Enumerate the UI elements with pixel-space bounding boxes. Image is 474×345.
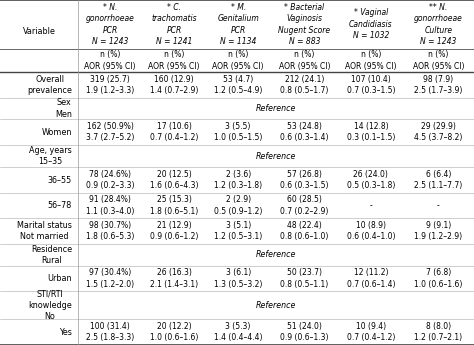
Text: 3 (6.1)
1.3 (0.5–3.2): 3 (6.1) 1.3 (0.5–3.2) — [214, 268, 263, 289]
Text: 25 (15.3)
1.8 (0.6–5.1): 25 (15.3) 1.8 (0.6–5.1) — [150, 196, 198, 216]
Text: 212 (24.1)
0.8 (0.5–1.7): 212 (24.1) 0.8 (0.5–1.7) — [280, 75, 329, 95]
Text: Age, years
15–35: Age, years 15–35 — [29, 146, 72, 166]
Text: Residence
Rural: Residence Rural — [31, 245, 72, 265]
Text: 12 (11.2)
0.7 (0.6–1.4): 12 (11.2) 0.7 (0.6–1.4) — [346, 268, 395, 289]
Text: 3 (5.5)
1.0 (0.5–1.5): 3 (5.5) 1.0 (0.5–1.5) — [214, 122, 263, 142]
Text: -: - — [370, 201, 372, 210]
Text: 10 (9.4)
0.7 (0.4–1.2): 10 (9.4) 0.7 (0.4–1.2) — [346, 322, 395, 343]
Text: 14 (12.8)
0.3 (0.1–1.5): 14 (12.8) 0.3 (0.1–1.5) — [346, 122, 395, 142]
Text: 21 (12.9)
0.9 (0.6–1.2): 21 (12.9) 0.9 (0.6–1.2) — [150, 221, 199, 242]
Text: n (%)
AOR (95% CI): n (%) AOR (95% CI) — [279, 50, 330, 71]
Text: n (%)
AOR (95% CI): n (%) AOR (95% CI) — [413, 50, 464, 71]
Text: 162 (50.9%)
3.7 (2.7–5.2): 162 (50.9%) 3.7 (2.7–5.2) — [86, 122, 135, 142]
Text: Overall
prevalence: Overall prevalence — [27, 75, 72, 95]
Text: 6 (6.4)
2.5 (1.1–7.7): 6 (6.4) 2.5 (1.1–7.7) — [414, 170, 463, 190]
Text: Sex
Men: Sex Men — [55, 98, 72, 119]
Text: 98 (7.9)
2.5 (1.7–3.9): 98 (7.9) 2.5 (1.7–3.9) — [414, 75, 463, 95]
Text: * N.
gonorrhoeae
PCR
N = 1243: * N. gonorrhoeae PCR N = 1243 — [86, 3, 135, 46]
Text: n (%)
AOR (95% CI): n (%) AOR (95% CI) — [148, 50, 200, 71]
Text: -: - — [437, 201, 440, 210]
Text: 20 (12.2)
1.0 (0.6–1.6): 20 (12.2) 1.0 (0.6–1.6) — [150, 322, 199, 343]
Text: 51 (24.0)
0.9 (0.6–1.3): 51 (24.0) 0.9 (0.6–1.3) — [280, 322, 329, 343]
Text: 97 (30.4%)
1.5 (1.2–2.0): 97 (30.4%) 1.5 (1.2–2.0) — [86, 268, 134, 289]
Text: 48 (22.4)
0.8 (0.6–1.0): 48 (22.4) 0.8 (0.6–1.0) — [280, 221, 329, 242]
Text: 50 (23.7)
0.8 (0.5–1.1): 50 (23.7) 0.8 (0.5–1.1) — [281, 268, 328, 289]
Text: 53 (4.7)
1.2 (0.5–4.9): 53 (4.7) 1.2 (0.5–4.9) — [214, 75, 263, 95]
Text: * Bacterial
Vaginosis
Nugent Score
N = 883: * Bacterial Vaginosis Nugent Score N = 8… — [279, 3, 330, 46]
Text: 56–78: 56–78 — [48, 201, 72, 210]
Text: 2 (2.9)
0.5 (0.9–1.2): 2 (2.9) 0.5 (0.9–1.2) — [214, 196, 263, 216]
Text: 29 (29.9)
4.5 (3.7–8.2): 29 (29.9) 4.5 (3.7–8.2) — [414, 122, 463, 142]
Text: n (%)
AOR (95% CI): n (%) AOR (95% CI) — [212, 50, 264, 71]
Text: 100 (31.4)
2.5 (1.8–3.3): 100 (31.4) 2.5 (1.8–3.3) — [86, 322, 134, 343]
Text: Marital status
Not married: Marital status Not married — [17, 221, 72, 242]
Text: 20 (12.5)
1.6 (0.6–4.3): 20 (12.5) 1.6 (0.6–4.3) — [150, 170, 199, 190]
Text: Variable: Variable — [23, 27, 55, 36]
Text: Reference: Reference — [256, 250, 296, 259]
Text: n (%)
AOR (95% CI): n (%) AOR (95% CI) — [84, 50, 136, 71]
Text: Reference: Reference — [256, 104, 296, 113]
Text: ** N.
gonorrhoeae
Culture
N = 1243: ** N. gonorrhoeae Culture N = 1243 — [414, 3, 463, 46]
Text: Women: Women — [42, 128, 72, 137]
Text: Reference: Reference — [256, 301, 296, 310]
Text: 160 (12.9)
1.4 (0.7–2.9): 160 (12.9) 1.4 (0.7–2.9) — [150, 75, 199, 95]
Text: 7 (6.8)
1.0 (0.6–1.6): 7 (6.8) 1.0 (0.6–1.6) — [414, 268, 463, 289]
Text: 17 (10.6)
0.7 (0.4–1.2): 17 (10.6) 0.7 (0.4–1.2) — [150, 122, 199, 142]
Text: 3 (5.1)
1.2 (0.5–3.1): 3 (5.1) 1.2 (0.5–3.1) — [214, 221, 262, 242]
Text: 107 (10.4)
0.7 (0.3–1.5): 107 (10.4) 0.7 (0.3–1.5) — [346, 75, 395, 95]
Text: 319 (25.7)
1.9 (1.2–3.3): 319 (25.7) 1.9 (1.2–3.3) — [86, 75, 134, 95]
Text: 8 (8.0)
1.2 (0.7–2.1): 8 (8.0) 1.2 (0.7–2.1) — [414, 322, 463, 343]
Text: * M.
Genitalium
PCR
N = 1134: * M. Genitalium PCR N = 1134 — [217, 3, 259, 46]
Text: 26 (24.0)
0.5 (0.3–1.8): 26 (24.0) 0.5 (0.3–1.8) — [346, 170, 395, 190]
Text: n (%)
AOR (95% CI): n (%) AOR (95% CI) — [345, 50, 397, 71]
Text: * Vaginal
Candidiasis
N = 1032: * Vaginal Candidiasis N = 1032 — [349, 8, 393, 40]
Text: 36–55: 36–55 — [48, 176, 72, 185]
Text: 60 (28.5)
0.7 (0.2–2.9): 60 (28.5) 0.7 (0.2–2.9) — [280, 196, 329, 216]
Text: Urban: Urban — [47, 274, 72, 283]
Text: 78 (24.6%)
0.9 (0.2–3.3): 78 (24.6%) 0.9 (0.2–3.3) — [86, 170, 135, 190]
Text: 2 (3.6)
1.2 (0.3–1.8): 2 (3.6) 1.2 (0.3–1.8) — [214, 170, 262, 190]
Text: Reference: Reference — [256, 152, 296, 161]
Text: 9 (9.1)
1.9 (1.2–2.9): 9 (9.1) 1.9 (1.2–2.9) — [414, 221, 463, 242]
Text: 10 (8.9)
0.6 (0.4–1.0): 10 (8.9) 0.6 (0.4–1.0) — [346, 221, 395, 242]
Text: 91 (28.4%)
1.1 (0.3–4.0): 91 (28.4%) 1.1 (0.3–4.0) — [86, 196, 135, 216]
Text: * C.
trachomatis
PCR
N = 1241: * C. trachomatis PCR N = 1241 — [151, 3, 197, 46]
Text: 98 (30.7%)
1.8 (0.6–5.3): 98 (30.7%) 1.8 (0.6–5.3) — [86, 221, 135, 242]
Text: STI/RTI
knowledge
No: STI/RTI knowledge No — [28, 289, 72, 321]
Text: Yes: Yes — [59, 328, 72, 337]
Text: 26 (16.3)
2.1 (1.4–3.1): 26 (16.3) 2.1 (1.4–3.1) — [150, 268, 198, 289]
Text: 57 (26.8)
0.6 (0.3–1.5): 57 (26.8) 0.6 (0.3–1.5) — [280, 170, 329, 190]
Text: 53 (24.8)
0.6 (0.3–1.4): 53 (24.8) 0.6 (0.3–1.4) — [280, 122, 329, 142]
Text: 3 (5.3)
1.4 (0.4–4.4): 3 (5.3) 1.4 (0.4–4.4) — [214, 322, 263, 343]
